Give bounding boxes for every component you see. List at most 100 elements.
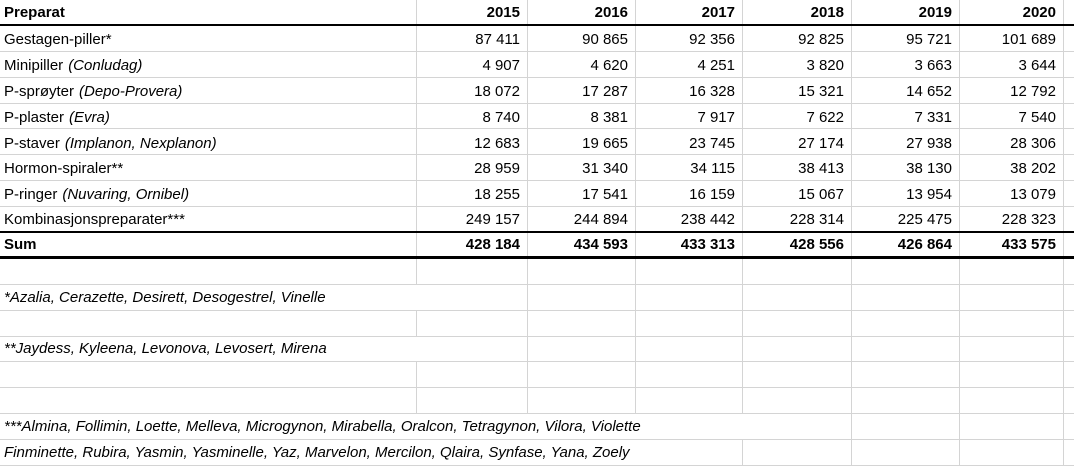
value-cell[interactable]: 17 541: [528, 181, 636, 207]
value-cell[interactable]: 38 130: [852, 155, 960, 181]
value-cell[interactable]: 13 954: [852, 181, 960, 207]
grid-cell[interactable]: [743, 258, 852, 284]
value-cell[interactable]: 31 340: [528, 155, 636, 181]
sliver-cell[interactable]: [1064, 207, 1074, 231]
grid-cell[interactable]: [743, 284, 852, 310]
grid-cell[interactable]: [528, 310, 636, 336]
grid-cell[interactable]: [636, 440, 743, 465]
value-cell[interactable]: 27 938: [852, 129, 960, 155]
sliver-cell[interactable]: [1064, 78, 1074, 103]
value-cell[interactable]: 225 475: [852, 207, 960, 231]
row-label-cell[interactable]: Hormon-spiraler**: [0, 155, 417, 181]
value-cell[interactable]: 244 894: [528, 207, 636, 231]
value-cell[interactable]: 13 079: [960, 181, 1064, 207]
column-header-year-2020[interactable]: 2020: [960, 0, 1064, 24]
value-cell[interactable]: 38 413: [743, 155, 852, 181]
first-cell[interactable]: [0, 258, 417, 284]
sliver-cell[interactable]: [1064, 0, 1074, 24]
grid-cell[interactable]: [743, 388, 852, 414]
grid-cell[interactable]: [1064, 440, 1074, 465]
row-label-cell[interactable]: P-staver (Implanon, Nexplanon): [0, 129, 417, 155]
column-header-year-2016[interactable]: 2016: [528, 0, 636, 24]
first-cell[interactable]: [0, 362, 417, 388]
sliver-cell[interactable]: [1064, 233, 1074, 256]
value-cell[interactable]: 23 745: [636, 129, 743, 155]
value-cell[interactable]: 16 328: [636, 77, 743, 103]
grid-cell[interactable]: [852, 310, 960, 336]
sum-value-cell[interactable]: 433 313: [636, 233, 743, 256]
grid-cell[interactable]: [852, 362, 960, 388]
value-cell[interactable]: 228 323: [960, 207, 1064, 231]
column-header-year-2018[interactable]: 2018: [743, 0, 852, 24]
grid-cell[interactable]: [1064, 311, 1074, 336]
grid-cell[interactable]: [636, 310, 743, 336]
value-cell[interactable]: 38 202: [960, 155, 1064, 181]
grid-cell[interactable]: [636, 258, 743, 284]
sliver-cell[interactable]: [1064, 181, 1074, 206]
grid-cell[interactable]: [960, 440, 1064, 465]
value-cell[interactable]: 4 907: [417, 51, 528, 77]
grid-cell[interactable]: [1064, 414, 1074, 439]
value-cell[interactable]: 249 157: [417, 207, 528, 231]
row-label-cell[interactable]: P-sprøyter (Depo-Provera): [0, 77, 417, 103]
grid-cell[interactable]: [636, 284, 743, 310]
row-label-cell[interactable]: Gestagen-piller*: [0, 25, 417, 51]
value-cell[interactable]: 8 740: [417, 103, 528, 129]
value-cell[interactable]: 15 067: [743, 181, 852, 207]
row-label-cell[interactable]: Kombinasjonspreparater***: [0, 207, 417, 231]
grid-cell[interactable]: [743, 414, 852, 440]
value-cell[interactable]: 3 644: [960, 51, 1064, 77]
value-cell[interactable]: 7 917: [636, 103, 743, 129]
grid-cell[interactable]: [1064, 388, 1074, 413]
value-cell[interactable]: 19 665: [528, 129, 636, 155]
grid-cell[interactable]: [528, 284, 636, 310]
grid-cell[interactable]: [960, 284, 1064, 310]
column-header-preparat[interactable]: Preparat: [0, 0, 417, 24]
sliver-cell[interactable]: [1064, 52, 1074, 77]
grid-cell[interactable]: [528, 388, 636, 414]
value-cell[interactable]: 16 159: [636, 181, 743, 207]
row-label-cell[interactable]: P-plaster (Evra): [0, 103, 417, 129]
grid-cell[interactable]: [417, 258, 528, 284]
value-cell[interactable]: 28 306: [960, 129, 1064, 155]
row-label-cell[interactable]: Minipiller (Conludag): [0, 51, 417, 77]
grid-cell[interactable]: [1064, 285, 1074, 310]
grid-cell[interactable]: [528, 362, 636, 388]
grid-cell[interactable]: [417, 284, 528, 310]
value-cell[interactable]: 238 442: [636, 207, 743, 231]
grid-cell[interactable]: [417, 362, 528, 388]
grid-cell[interactable]: [852, 336, 960, 362]
grid-cell[interactable]: [528, 336, 636, 362]
grid-cell[interactable]: [960, 414, 1064, 440]
sum-value-cell[interactable]: 434 593: [528, 233, 636, 256]
value-cell[interactable]: 4 620: [528, 51, 636, 77]
value-cell[interactable]: 18 255: [417, 181, 528, 207]
grid-cell[interactable]: [852, 284, 960, 310]
grid-cell[interactable]: [528, 258, 636, 284]
sum-value-cell[interactable]: 428 184: [417, 233, 528, 256]
grid-cell[interactable]: [743, 336, 852, 362]
value-cell[interactable]: 7 540: [960, 103, 1064, 129]
first-cell[interactable]: [0, 310, 417, 336]
grid-cell[interactable]: [960, 336, 1064, 362]
value-cell[interactable]: 8 381: [528, 103, 636, 129]
value-cell[interactable]: 92 825: [743, 25, 852, 51]
value-cell[interactable]: 14 652: [852, 77, 960, 103]
value-cell[interactable]: 34 115: [636, 155, 743, 181]
grid-cell[interactable]: [852, 258, 960, 284]
value-cell[interactable]: 87 411: [417, 25, 528, 51]
value-cell[interactable]: 92 356: [636, 25, 743, 51]
sum-value-cell[interactable]: 433 575: [960, 233, 1064, 256]
value-cell[interactable]: 18 072: [417, 77, 528, 103]
value-cell[interactable]: 95 721: [852, 25, 960, 51]
value-cell[interactable]: 90 865: [528, 25, 636, 51]
value-cell[interactable]: 28 959: [417, 155, 528, 181]
grid-cell[interactable]: [743, 310, 852, 336]
column-header-year-2019[interactable]: 2019: [852, 0, 960, 24]
value-cell[interactable]: 101 689: [960, 25, 1064, 51]
value-cell[interactable]: 15 321: [743, 77, 852, 103]
grid-cell[interactable]: [636, 388, 743, 414]
grid-cell[interactable]: [417, 336, 528, 362]
value-cell[interactable]: 228 314: [743, 207, 852, 231]
value-cell[interactable]: 17 287: [528, 77, 636, 103]
